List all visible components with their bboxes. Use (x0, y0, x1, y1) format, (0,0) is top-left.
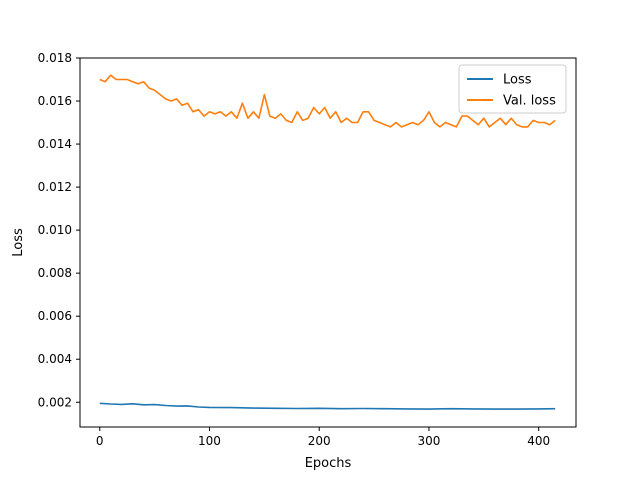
y-tick-label: 0.018 (38, 51, 72, 65)
x-axis-label: Epochs (305, 456, 352, 471)
y-tick-label: 0.010 (38, 223, 72, 237)
plot-frame (79, 57, 577, 428)
x-axis: 0 100 200 300 400 (96, 427, 550, 448)
x-tick-label: 300 (418, 434, 441, 448)
y-tick-label: 0.008 (38, 266, 72, 280)
y-axis-label: Loss (11, 228, 26, 257)
plot-area (79, 57, 577, 428)
legend: Loss Val. loss (458, 64, 567, 114)
y-tick-label: 0.004 (38, 352, 72, 366)
y-tick-label: 0.014 (38, 137, 72, 151)
x-tick-label: 200 (308, 434, 331, 448)
x-tick-label: 400 (527, 434, 550, 448)
legend-label: Loss (503, 73, 532, 88)
y-tick-label: 0.012 (38, 180, 72, 194)
legend-label: Val. loss (503, 94, 556, 109)
y-tick-label: 0.016 (38, 94, 72, 108)
y-tick-label: 0.002 (38, 395, 72, 409)
y-tick-label: 0.006 (38, 309, 72, 323)
series-line-val-loss (99, 74, 556, 128)
y-axis: 0.002 0.004 0.006 0.008 0.010 0.012 0.014 0.016… (38, 51, 80, 409)
x-tick-label: 100 (198, 434, 221, 448)
x-tick-label: 0 (96, 434, 104, 448)
series-line-loss (99, 402, 556, 410)
